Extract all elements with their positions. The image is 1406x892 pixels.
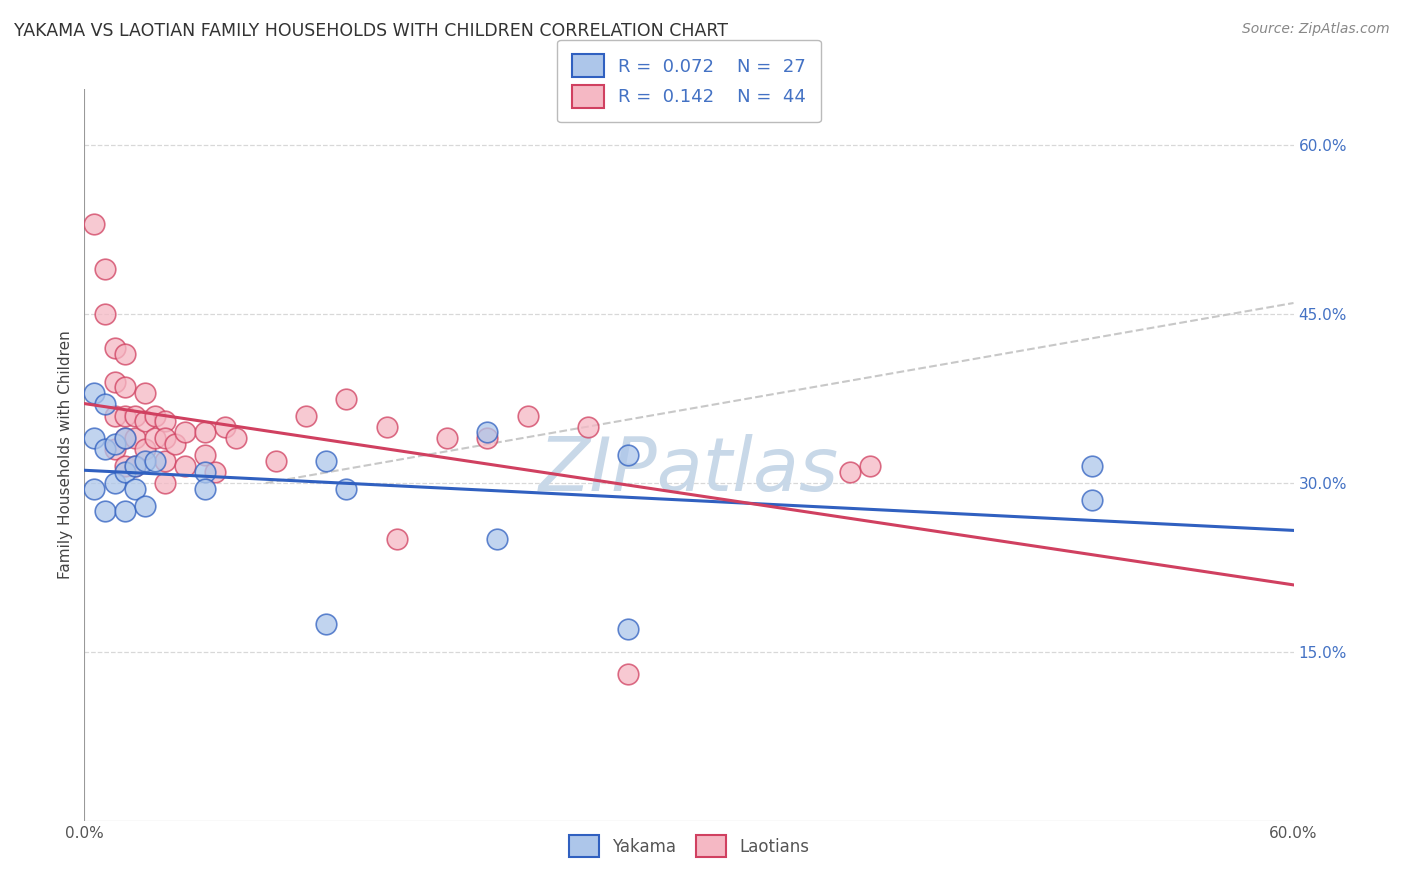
Point [385,533,408,547]
Point [124,409,146,423]
Point [93,442,115,457]
Point [83,431,105,445]
Point [295,409,318,423]
Point [194,425,217,440]
Point [93,262,115,277]
Point [114,431,136,445]
Point [436,431,458,445]
Point [477,425,499,440]
Point [124,431,146,445]
Text: ZIPatlas: ZIPatlas [538,434,839,506]
Point [114,504,136,518]
Point [1081,459,1104,474]
Point [225,431,247,445]
Point [124,459,146,474]
Point [114,465,136,479]
Point [516,409,538,423]
Point [134,386,156,401]
Point [194,465,217,479]
Point [104,442,127,457]
Point [153,453,176,467]
Point [114,459,136,474]
Point [114,431,136,445]
Point [134,499,156,513]
Point [617,667,640,681]
Point [104,341,127,355]
Point [165,436,187,450]
Point [134,453,156,467]
Point [335,482,357,496]
Point [83,386,105,401]
Point [83,482,105,496]
Point [315,453,337,467]
Point [617,623,640,637]
Text: YAKAMA VS LAOTIAN FAMILY HOUSEHOLDS WITH CHILDREN CORRELATION CHART: YAKAMA VS LAOTIAN FAMILY HOUSEHOLDS WITH… [14,22,728,40]
Text: Source: ZipAtlas.com: Source: ZipAtlas.com [1241,22,1389,37]
Point [143,409,166,423]
Point [839,465,862,479]
Point [134,414,156,428]
Point [114,380,136,394]
Point [204,465,226,479]
Point [104,436,127,450]
Point [486,533,509,547]
Point [93,307,115,321]
Point [124,459,146,474]
Point [143,453,166,467]
Y-axis label: Family Households with Children: Family Households with Children [58,331,73,579]
Point [143,431,166,445]
Point [335,392,357,406]
Point [83,217,105,231]
Point [134,442,156,457]
Point [315,616,337,631]
Point [114,409,136,423]
Point [477,431,499,445]
Point [375,419,398,434]
Point [174,425,197,440]
Point [576,419,599,434]
Point [104,409,127,423]
Legend: Yakama, Laotians: Yakama, Laotians [562,829,815,863]
Point [214,419,236,434]
Point [104,375,127,389]
Point [153,414,176,428]
Point [93,397,115,411]
Point [174,459,197,474]
Point [93,504,115,518]
Point [264,453,287,467]
Point [104,476,127,491]
Point [124,482,146,496]
Point [114,346,136,360]
Point [153,431,176,445]
Point [194,482,217,496]
Point [153,476,176,491]
Point [1081,492,1104,507]
Point [194,448,217,462]
Point [617,448,640,462]
Point [859,459,882,474]
